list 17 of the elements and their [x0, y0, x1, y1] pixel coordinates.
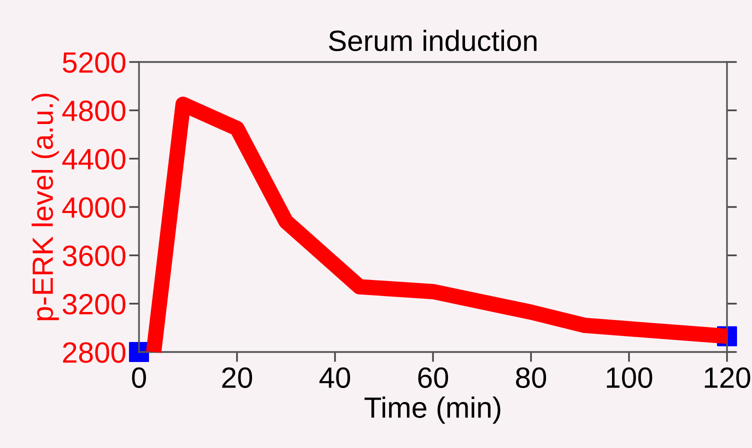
y-tick-label: 4000	[62, 197, 126, 218]
x-tick-label: 120	[704, 367, 750, 388]
y-tick-label: 3200	[62, 294, 126, 315]
y-tick-label: 2800	[63, 342, 126, 363]
y-tick-label: 5200	[62, 52, 126, 73]
x-tick-label: 60	[418, 367, 448, 388]
y-tick-label: 4400	[62, 148, 126, 170]
x-tick-label: 40	[319, 367, 350, 388]
y-axis-title: p-ERK level (a.u.)	[32, 94, 59, 320]
y-tick-label: 3600	[62, 246, 126, 266]
x-tick-label: 0	[132, 367, 146, 388]
x-tick-label: 80	[516, 367, 546, 388]
x-tick-label: 20	[222, 367, 252, 388]
chart-title: Serum induction	[328, 30, 536, 52]
x-axis-title: Time (min)	[364, 396, 500, 424]
y-tick-label: 4800	[62, 100, 126, 122]
x-tick-label: 100	[606, 367, 652, 388]
